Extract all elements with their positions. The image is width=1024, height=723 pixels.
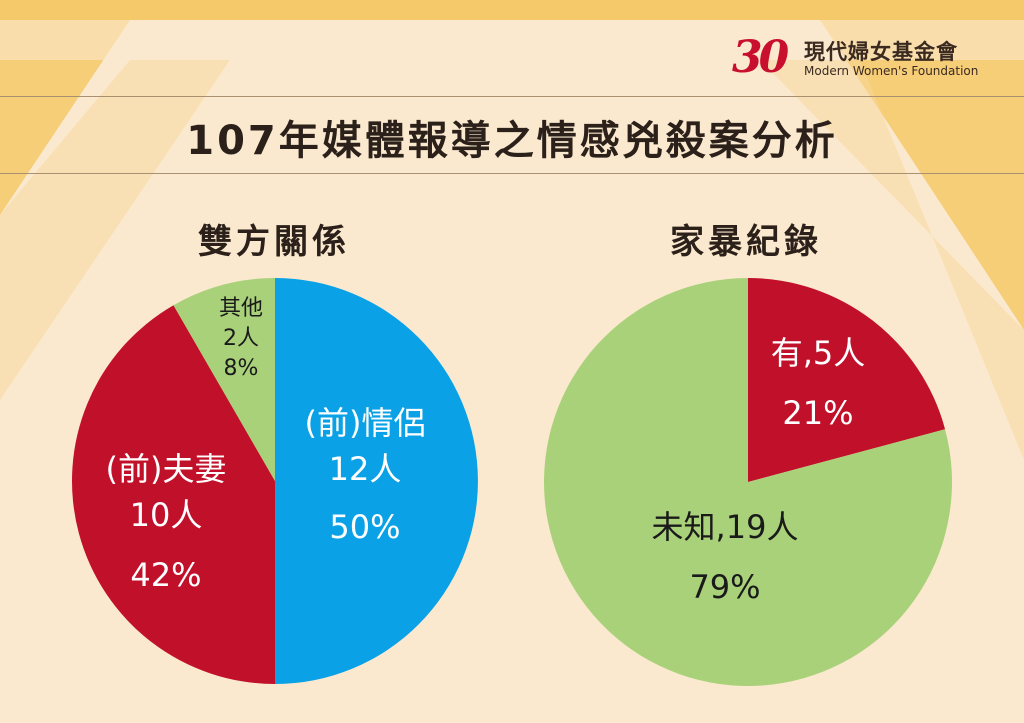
pie-slice-unknown	[544, 278, 952, 686]
slice-pct-yes: 21%	[782, 394, 854, 432]
slice-label-yes: 有,5人 21%	[771, 330, 866, 436]
slice-name-other: 其他	[218, 296, 264, 321]
pie-slice-yes	[748, 278, 946, 482]
slice-name-dating: (前)情侶	[304, 404, 426, 442]
slice-name-unknown: 未知,19人	[651, 508, 799, 546]
slice-pct-unknown: 79%	[689, 568, 761, 606]
title-top-rule	[0, 96, 1024, 97]
slice-name-married: (前)夫妻	[105, 450, 227, 488]
relationship-chart-title: 雙方關係	[198, 222, 350, 262]
dv-record-chart-title: 家暴紀錄	[670, 222, 822, 262]
slice-count-dating: 12人	[328, 450, 402, 488]
dv-record-pie-chart	[544, 278, 952, 686]
slice-label-dating: (前)情侶 12人 50%	[305, 400, 426, 550]
pie-slice-dating	[275, 278, 478, 684]
slice-label-married: (前)夫妻 10人 42%	[106, 446, 227, 598]
slice-label-other: 其他 2人 8%	[219, 294, 263, 384]
title-bottom-rule	[0, 173, 1024, 174]
slice-name-yes: 有,5人	[770, 334, 866, 372]
foundation-logo: 30 現代婦女基金會 Modern Women's Foundation	[732, 32, 982, 84]
slice-label-unknown: 未知,19人 79%	[652, 504, 799, 610]
pie-slice-other	[173, 278, 275, 481]
relationship-pie-chart	[72, 278, 478, 684]
anniversary-logo-icon: 30	[732, 32, 789, 83]
slice-pct-other: 8%	[223, 356, 259, 381]
slice-pct-dating: 50%	[329, 508, 401, 546]
pie-slice-married	[72, 305, 276, 684]
foundation-name-en: Modern Women's Foundation	[804, 64, 979, 78]
slice-count-other: 2人	[222, 326, 259, 351]
main-title: 107年媒體報導之情感兇殺案分析	[186, 118, 838, 164]
slice-pct-married: 42%	[130, 556, 202, 594]
foundation-name-cn: 現代婦女基金會	[804, 40, 958, 64]
slice-count-married: 10人	[129, 496, 203, 534]
